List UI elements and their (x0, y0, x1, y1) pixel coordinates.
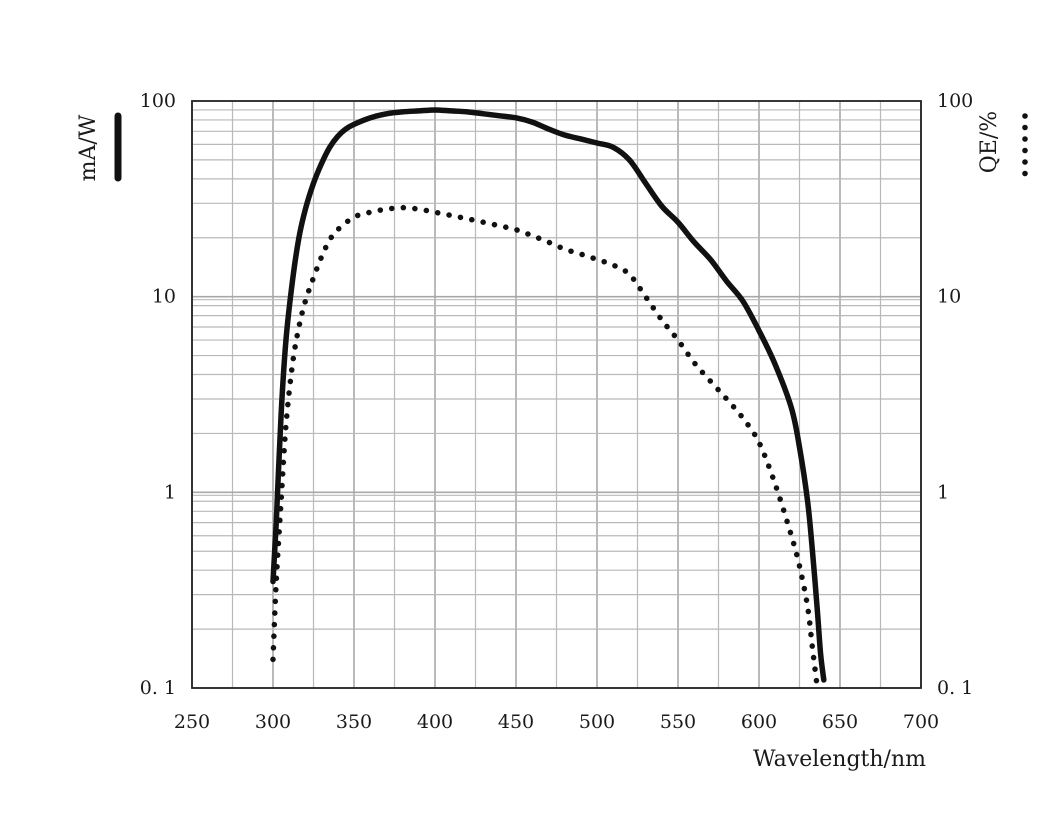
y-tick-label-right: 0. 1 (937, 677, 973, 699)
y-tick-labels-left: 0. 1 1 10 100 (140, 90, 176, 699)
x-tick-label: 450 (498, 711, 534, 733)
legend-dot (1022, 159, 1028, 165)
series-qe-dotted-line (270, 204, 821, 691)
y-tick-label-left: 100 (140, 90, 176, 112)
x-tick-label: 500 (579, 711, 615, 733)
x-axis-title: Wavelength/nm (753, 747, 926, 772)
y-tick-label-right: 100 (937, 90, 973, 112)
y-tick-labels-right: 0. 1 1 10 100 (937, 90, 973, 699)
x-tick-labels: 250 300 350 400 450 500 550 600 650 700 (174, 711, 939, 733)
x-tick-label: 300 (255, 711, 291, 733)
legend-dotted-line-marker (1022, 113, 1028, 177)
x-tick-label: 400 (417, 711, 453, 733)
x-tick-label: 600 (741, 711, 777, 733)
legend-dot (1022, 147, 1028, 154)
y-tick-label-left: 0. 1 (140, 677, 176, 699)
y-axis-title-right: QE/% (977, 111, 1002, 173)
x-tick-label: 250 (174, 711, 210, 733)
plot-frame (191, 100, 922, 689)
x-tick-label: 350 (336, 711, 372, 733)
y-tick-label-right: 1 (937, 481, 949, 503)
x-tick-label: 700 (903, 711, 939, 733)
series-layer (270, 107, 827, 691)
legend-dot (1022, 113, 1028, 119)
y-axis-title-left: mA/W (76, 114, 101, 181)
legend-dot (1022, 170, 1028, 177)
y-tick-label-left: 1 (164, 481, 176, 503)
y-tick-label-right: 10 (937, 286, 961, 308)
legend-dot (1022, 124, 1028, 131)
series-responsivity-solid-line (270, 107, 827, 683)
legend-dot (1022, 136, 1028, 142)
y-tick-label-left: 10 (152, 286, 176, 308)
x-tick-label: 650 (822, 711, 858, 733)
x-tick-label: 550 (660, 711, 696, 733)
